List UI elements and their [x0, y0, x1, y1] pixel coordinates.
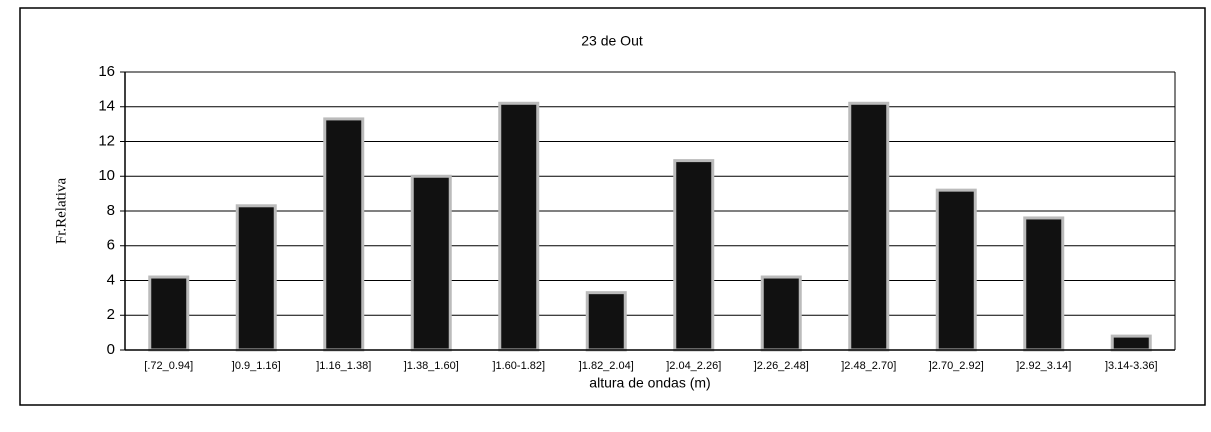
y-tick-label: 16 [98, 63, 115, 80]
x-tick-label: ]1.38_1.60] [404, 360, 459, 372]
x-tick-label: ]1.60-1.82] [492, 360, 545, 372]
bar [935, 188, 977, 352]
bar [235, 204, 277, 352]
bar [1110, 334, 1152, 352]
chart-title: 23 de Out [581, 33, 643, 49]
y-tick-label: 2 [107, 306, 115, 323]
y-tick-label: 10 [98, 167, 115, 184]
y-tick-label: 4 [107, 271, 115, 288]
x-tick-label: ]2.48_2.70] [841, 360, 896, 372]
y-tick-label: 6 [107, 237, 115, 254]
x-tick-label: ]2.92_3.14] [1016, 360, 1071, 372]
y-tick-label: 8 [107, 202, 115, 219]
bar [760, 275, 802, 352]
x-tick-label: ]2.26_2.48] [754, 360, 809, 372]
y-axis-label: Fr.Relativa [53, 178, 69, 245]
y-tick-label: 14 [98, 98, 115, 115]
x-tick-label: ]2.70_2.92] [929, 360, 984, 372]
x-tick-label: ]1.16_1.38] [316, 360, 371, 372]
x-tick-label: ]3.14-3.36] [1105, 360, 1158, 372]
x-tick-label: [.72_0.94] [144, 360, 193, 372]
bar [848, 101, 890, 352]
bar [1023, 216, 1065, 352]
bar [323, 117, 365, 352]
bar [498, 101, 540, 352]
x-tick-label: ]2.04_2.26] [666, 360, 721, 372]
bar [148, 275, 190, 352]
x-axis-label: altura de ondas (m) [589, 375, 710, 391]
bar [673, 159, 715, 352]
x-tick-label: ]1.82_2.04] [579, 360, 634, 372]
y-tick-label: 12 [98, 132, 115, 149]
bar [410, 174, 452, 352]
x-tick-label: ]0.9_1.16] [232, 360, 281, 372]
y-tick-label: 0 [107, 341, 115, 358]
bar [585, 291, 627, 352]
